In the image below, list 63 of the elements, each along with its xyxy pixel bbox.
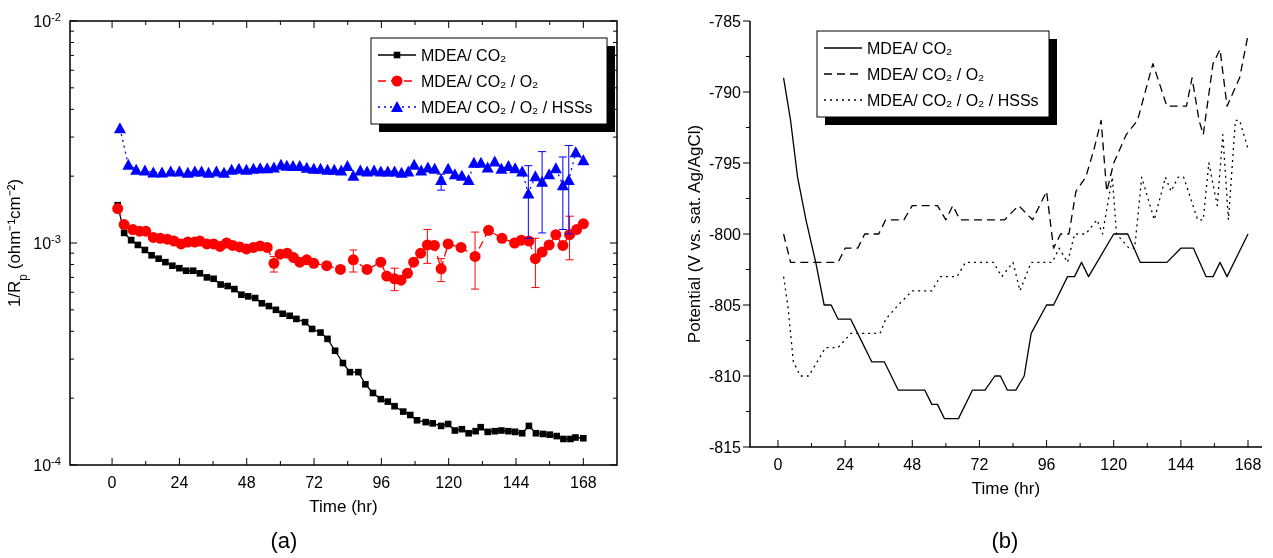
point <box>442 238 454 250</box>
point <box>321 260 333 272</box>
legend-label: MDEA/ CO₂ <box>421 47 507 64</box>
x-tick-label: 48 <box>903 456 922 473</box>
point <box>347 254 359 266</box>
x-tick-label: 144 <box>502 474 530 491</box>
x-tick-label: 168 <box>1234 456 1262 473</box>
point <box>308 257 320 269</box>
y-tick-label: 10$^{-3}$ <box>33 233 61 252</box>
x-tick-label: 120 <box>1100 456 1128 473</box>
point <box>268 257 280 269</box>
point <box>261 241 273 253</box>
y-tick-label: 10$^{-4}$ <box>33 455 61 474</box>
legend-label: MDEA/ CO₂ / O₂ <box>867 66 985 83</box>
point <box>415 247 427 259</box>
y-tick-label: -815 <box>708 439 742 456</box>
point <box>543 239 555 251</box>
point <box>529 253 541 265</box>
point <box>571 224 583 236</box>
legend-label: MDEA/ CO₂ / O₂ / HSSs <box>867 92 1039 109</box>
point <box>334 263 346 275</box>
y-axis-title: Potential (V vs. sat. Ag/AgCl) <box>685 124 704 344</box>
x-tick-label: 48 <box>237 474 256 491</box>
point <box>118 219 130 231</box>
y-tick-label: -795 <box>708 155 742 172</box>
point <box>112 203 124 215</box>
point <box>401 267 413 279</box>
legend-label: MDEA/ CO₂ / O₂ / HSSs <box>421 99 593 116</box>
legend-label: MDEA/ CO₂ / O₂ <box>421 73 539 90</box>
text: (a) <box>270 528 298 553</box>
x-tick-label: 0 <box>773 456 783 473</box>
point <box>375 256 387 268</box>
y-tick-label: 10$^{-2}$ <box>33 11 61 30</box>
y-tick-label: -800 <box>708 226 742 243</box>
point <box>496 232 508 244</box>
x-tick-label: 72 <box>305 474 324 491</box>
point <box>557 239 569 251</box>
point <box>483 224 495 236</box>
y-tick-label: -790 <box>708 84 742 101</box>
x-tick-label: 24 <box>836 456 855 473</box>
x-tick-label: 120 <box>435 474 463 491</box>
point <box>536 246 548 258</box>
x-tick-label: 144 <box>1167 456 1195 473</box>
point <box>550 229 562 241</box>
x-tick-label: 0 <box>107 474 117 491</box>
y-tick-label: -785 <box>708 13 742 30</box>
y-tick-label: -810 <box>708 368 742 385</box>
x-axis-title: Time (hr) <box>971 479 1041 498</box>
point <box>435 263 447 275</box>
point <box>408 256 420 268</box>
x-tick-label: 96 <box>1037 456 1056 473</box>
x-tick-label: 72 <box>970 456 989 473</box>
x-tick-label: 168 <box>569 474 597 491</box>
legend-label: MDEA/ CO₂ <box>867 40 953 57</box>
x-tick-label: 24 <box>170 474 189 491</box>
x-tick-label: 96 <box>372 474 391 491</box>
point <box>469 250 481 262</box>
y-tick-label: -805 <box>708 297 742 314</box>
point <box>455 241 467 253</box>
point <box>577 218 589 230</box>
point <box>361 263 373 275</box>
text: (b) <box>991 528 1019 553</box>
x-axis-title: Time (hr) <box>309 497 378 516</box>
